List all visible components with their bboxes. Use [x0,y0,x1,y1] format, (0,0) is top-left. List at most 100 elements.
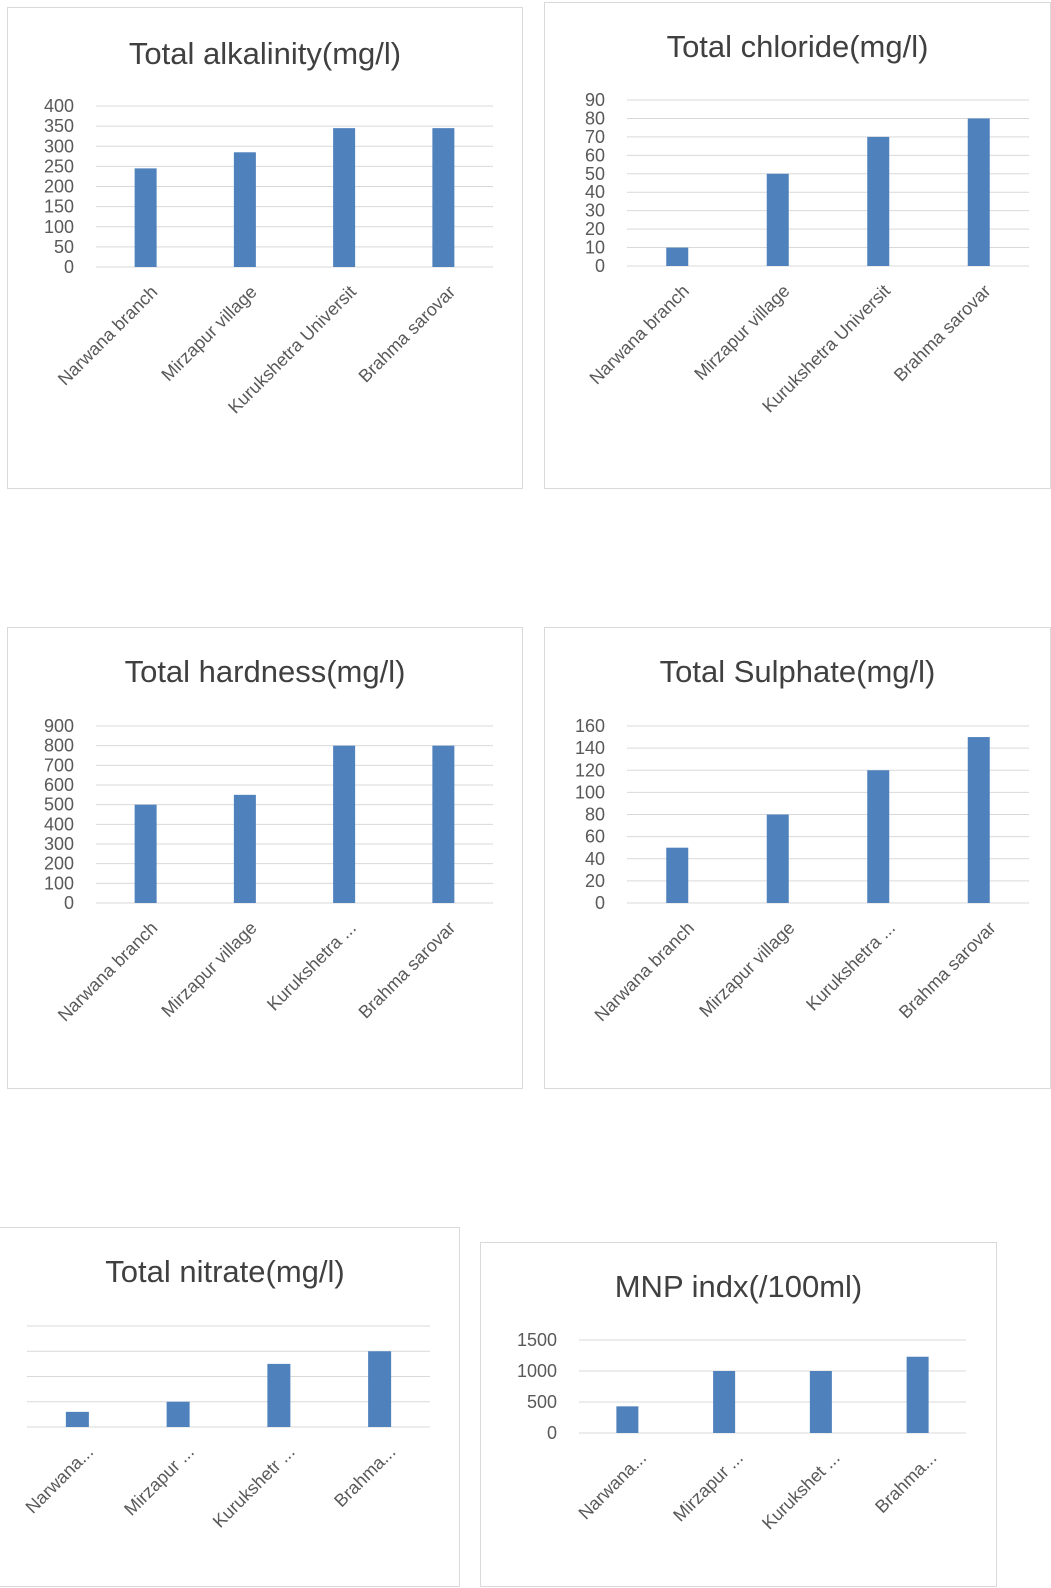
x-category-label: Kurukshet ... [758,1448,844,1534]
bar [233,152,256,267]
chart-title: Total nitrate(mg/l) [105,1254,345,1289]
x-category-label: Brahma sarovar [355,918,460,1023]
y-tick-label: 10 [585,238,605,258]
chart-plot: 0 500 1000 1500 Narwana... Mirzapur ... Kuruks… [517,1330,966,1534]
x-category-label: Brahma... [330,1442,399,1511]
y-tick-label: 500 [44,795,74,815]
y-tick-label: 0 [547,1423,557,1443]
chart-total-alkalinity: Total alkalinity(mg/l) 0 50 100 150 200 250 30… [7,7,523,489]
x-category-label: Mirzapur village [157,918,260,1021]
bar [233,794,256,903]
bar [967,118,990,266]
bar [368,1351,392,1427]
x-category-label: Narwana... [575,1448,651,1524]
bar [867,136,890,266]
y-tick-label: 40 [585,182,605,202]
bar [967,737,990,903]
y-tick-label: 400 [44,814,74,834]
y-tick-label: 1000 [517,1361,557,1381]
x-category-label: Brahma sarovar [890,281,995,386]
chart-total-nitrate: Total nitrate(mg/l) Narwana... Mirzapur .… [0,1227,460,1587]
y-tick-label: 800 [44,736,74,756]
y-tick-label: 100 [44,873,74,893]
bar [666,247,689,266]
chart-mnp-index: MNP indx(/100ml) 0 500 1000 1500 Narwana... M… [480,1242,997,1587]
bar [766,173,789,266]
y-tick-label: 350 [44,116,74,136]
bar [432,128,455,267]
bar [713,1371,736,1433]
x-category-label: Mirzapur village [157,282,260,385]
y-tick-label: 160 [575,716,605,736]
bar [166,1401,190,1427]
x-category-label: Brahma sarovar [895,918,1000,1023]
x-category-label: Mirzapur ... [120,1442,198,1520]
x-category-label: Kurukshetr ... [209,1442,299,1532]
chart-title: Total alkalinity(mg/l) [128,36,402,71]
y-tick-label: 50 [54,237,74,257]
y-tick-label: 200 [44,177,74,197]
x-category-label: Kurukshetra ... [263,918,360,1015]
x-category-label: Narwana... [22,1442,98,1518]
y-tick-label: 100 [575,782,605,802]
bar [616,1406,639,1433]
y-tick-label: 40 [585,849,605,869]
y-tick-label: 0 [595,893,605,913]
bar [809,1371,832,1433]
y-tick-label: 0 [595,256,605,276]
y-tick-label: 700 [44,755,74,775]
y-tick-label: 30 [585,201,605,221]
bar [432,745,455,903]
bar [267,1363,291,1427]
x-category-label: Narwana branch [54,282,162,390]
y-tick-label: 70 [585,127,605,147]
chart-title: Total hardness(mg/l) [124,654,406,689]
y-tick-label: 1500 [517,1330,557,1350]
x-category-label: Narwana branch [586,281,694,389]
x-category-label: Brahma... [871,1448,940,1517]
x-category-label: Narwana branch [54,918,162,1026]
y-tick-label: 0 [64,257,74,277]
y-tick-label: 60 [585,145,605,165]
y-tick-label: 120 [575,760,605,780]
y-tick-label: 80 [585,108,605,128]
chart-total-sulphate: Total Sulphate(mg/l) 0 20 40 60 80 100 120 140 1… [544,627,1051,1089]
x-category-label: Mirzapur village [695,918,798,1021]
chart-title: Total Sulphate(mg/l) [659,654,936,689]
y-tick-label: 80 [585,805,605,825]
y-tick-label: 20 [585,871,605,891]
bar [134,168,157,267]
y-tick-label: 300 [44,834,74,854]
y-tick-label: 400 [44,96,74,116]
bar [333,745,356,903]
x-category-label: Narwana branch [591,918,699,1026]
y-tick-label: 60 [585,827,605,847]
bar [867,770,890,903]
y-tick-label: 300 [44,136,74,156]
bar [65,1411,89,1427]
y-tick-label: 0 [64,893,74,913]
y-tick-label: 20 [585,219,605,239]
chart-total-hardness: Total hardness(mg/l) 0 100 200 300 400 500 600… [7,627,523,1089]
y-tick-label: 90 [585,90,605,110]
x-category-label: Mirzapur ... [669,1448,747,1526]
bar [333,128,356,267]
x-category-label: Kurukshetra ... [802,918,899,1015]
y-tick-label: 50 [585,164,605,184]
bar [666,847,689,903]
x-category-label: Brahma sarovar [355,282,460,387]
y-tick-label: 250 [44,156,74,176]
y-tick-label: 140 [575,738,605,758]
chart-title: Total chloride(mg/l) [666,29,929,64]
y-tick-label: 200 [44,854,74,874]
chart-total-chloride: Total chloride(mg/l) 0 10 20 30 40 50 60 70 80 90… [544,2,1051,489]
bar [906,1356,929,1433]
y-tick-label: 150 [44,197,74,217]
y-tick-label: 600 [44,775,74,795]
x-category-label: Mirzapur village [690,281,793,384]
bar [766,814,789,903]
